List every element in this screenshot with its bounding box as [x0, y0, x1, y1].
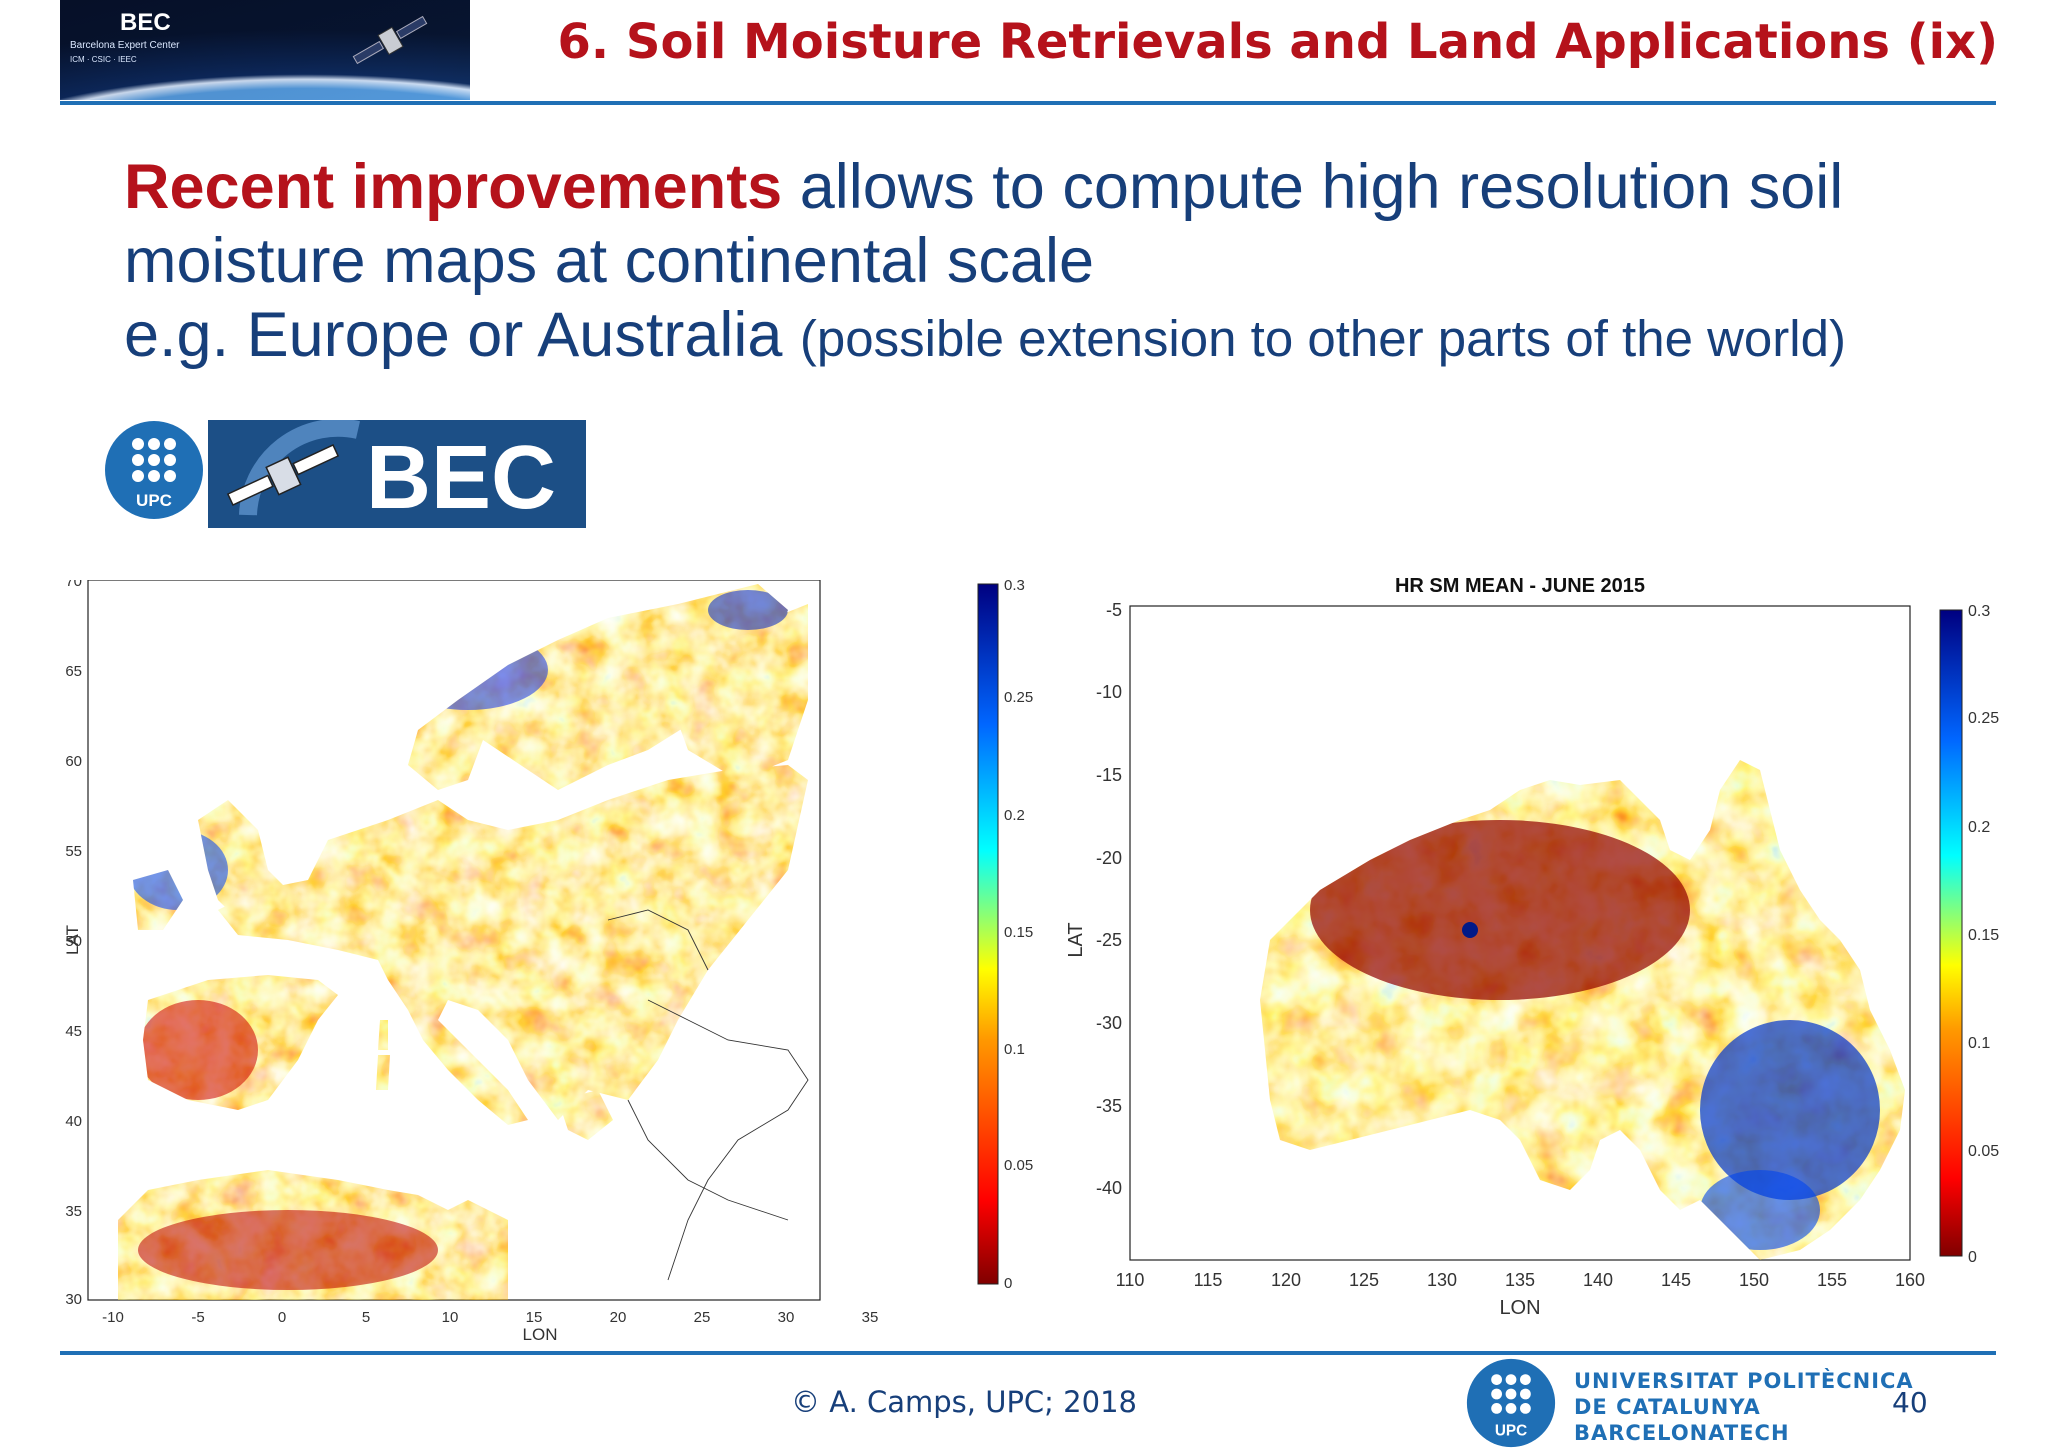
- europe-cbar-tick: 0: [1004, 1275, 1012, 1292]
- upc-logo-text: UPC: [136, 491, 172, 510]
- slide-title: 6. Soil Moisture Retrievals and Land App…: [557, 14, 1998, 70]
- footer-copyright: © A. Camps, UPC; 2018: [791, 1385, 1137, 1419]
- europe-x-ticks: -10 -5 0 5 10 15 20 25 30 35: [102, 1309, 878, 1326]
- europe-ytick: 30: [65, 1291, 82, 1308]
- europe-ylabel: LAT: [63, 925, 82, 955]
- footer-uni-line-1: UNIVERSITAT POLITÈCNICA: [1574, 1369, 1914, 1393]
- europe-ytick: 40: [65, 1113, 82, 1130]
- headline-emphasis: Recent improvements: [124, 152, 783, 222]
- europe-xtick: 20: [610, 1309, 627, 1326]
- australia-soil-moisture-map: HR SM MEAN - JUNE 2015 -5 -10 -15 -20 -2…: [1065, 575, 1999, 1319]
- australia-ytick: -30: [1096, 1013, 1122, 1033]
- australia-ytick: -40: [1096, 1178, 1122, 1198]
- europe-cbar-tick: 0.1: [1004, 1041, 1025, 1058]
- australia-xlabel: LON: [1499, 1297, 1540, 1319]
- header-banner: BEC Barcelona Expert Center ICM · CSIC ·…: [60, 0, 470, 100]
- europe-colorbar-ticks: 0.3 0.25 0.2 0.15 0.1 0.05 0: [1004, 580, 1033, 1292]
- europe-cbar-tick: 0.3: [1004, 580, 1025, 594]
- footer-upc-logo: UPC: [1466, 1358, 1556, 1448]
- europe-cbar-tick: 0.05: [1004, 1157, 1033, 1174]
- europe-xtick: 15: [526, 1309, 543, 1326]
- europe-ytick: 60: [65, 753, 82, 770]
- australia-cbar-tick: 0: [1968, 1249, 1977, 1266]
- australia-cbar-tick: 0.05: [1968, 1143, 1999, 1160]
- headline-line-2: moisture maps at continental scale: [124, 226, 1094, 296]
- headline-line-3-main: e.g. Europe or Australia: [124, 300, 800, 370]
- australia-ytick: -5: [1106, 600, 1122, 620]
- europe-xtick: 10: [442, 1309, 459, 1326]
- europe-xtick: -5: [191, 1309, 204, 1326]
- australia-ytick: -35: [1096, 1096, 1122, 1116]
- headline-line-1: Recent improvements allows to compute hi…: [124, 150, 1984, 224]
- australia-x-ticks: 110 115 120 125 130 135 140 145 150 155 …: [1116, 1270, 1925, 1290]
- upc-logo: UPC: [105, 421, 203, 519]
- europe-cbar-tick: 0.25: [1004, 689, 1033, 706]
- europe-ytick: 50: [65, 933, 82, 950]
- australia-cbar-tick: 0.2: [1968, 819, 1990, 836]
- headline-line-3-small: (possible extension to other parts of th…: [799, 310, 1846, 367]
- australia-xtick: 130: [1427, 1270, 1457, 1290]
- bec-logo: BEC: [208, 420, 586, 528]
- satellite-icon: [352, 15, 428, 65]
- australia-ytick: -20: [1096, 848, 1122, 868]
- europe-xlabel: LON: [523, 1325, 558, 1340]
- europe-xtick: 5: [362, 1309, 370, 1326]
- europe-ytick: 35: [65, 1203, 82, 1220]
- australia-xtick: 140: [1583, 1270, 1613, 1290]
- europe-ytick: 70: [65, 580, 82, 590]
- banner-subtitle: Barcelona Expert Center: [70, 40, 180, 51]
- australia-colorbar-ticks: 0.3 0.25 0.2 0.15 0.1 0.05 0: [1968, 603, 1999, 1266]
- australia-ytick: -10: [1096, 682, 1122, 702]
- australia-xtick: 120: [1271, 1270, 1301, 1290]
- europe-colorbar: [977, 583, 999, 1285]
- bec-satellite-icon: [226, 444, 340, 506]
- australia-xtick: 145: [1661, 1270, 1691, 1290]
- footer-upc-logo-text: UPC: [1495, 1422, 1527, 1439]
- australia-xtick: 115: [1194, 1270, 1223, 1290]
- europe-xtick: 35: [862, 1309, 879, 1326]
- footer-uni-line-2: DE CATALUNYA: [1574, 1395, 1761, 1419]
- europe-xtick: 25: [694, 1309, 711, 1326]
- australia-xtick: 155: [1817, 1270, 1847, 1290]
- europe-y-ticks: 70 65 60 55 50 45 40 35 30: [65, 580, 82, 1308]
- europe-ytick: 55: [65, 843, 82, 860]
- footer-uni-line-3: BARCELONATECH: [1574, 1421, 1790, 1445]
- australia-ytick: -15: [1096, 765, 1122, 785]
- europe-xtick: 0: [278, 1309, 286, 1326]
- europe-cbar-tick: 0.15: [1004, 924, 1033, 941]
- top-divider: [60, 101, 1996, 105]
- bottom-divider: [60, 1351, 1996, 1355]
- australia-cbar-tick: 0.15: [1968, 927, 1999, 944]
- australia-xtick: 110: [1116, 1270, 1145, 1290]
- europe-ytick: 45: [65, 1023, 82, 1040]
- europe-cbar-tick: 0.2: [1004, 807, 1025, 824]
- australia-xtick: 135: [1505, 1270, 1535, 1290]
- page-number: 40: [1892, 1386, 1928, 1419]
- australia-cbar-tick: 0.25: [1968, 710, 1999, 727]
- banner-partners: ICM · CSIC · IEEC: [70, 55, 137, 64]
- australia-ytick: -25: [1096, 930, 1122, 950]
- headline-line-1-text: allows to compute high resolution soil: [782, 152, 1844, 222]
- bec-logo-text: BEC: [366, 428, 556, 528]
- headline: Recent improvements allows to compute hi…: [124, 150, 1984, 376]
- australia-cbar-tick: 0.3: [1968, 603, 1990, 620]
- australia-xtick: 150: [1739, 1270, 1769, 1290]
- europe-ytick: 65: [65, 663, 82, 680]
- europe-xtick: -10: [102, 1309, 124, 1326]
- australia-cbar-tick: 0.1: [1968, 1035, 1990, 1052]
- australia-ylabel: LAT: [1065, 922, 1087, 957]
- headline-line-3: e.g. Europe or Australia (possible exten…: [124, 298, 1984, 376]
- europe-soil-moisture-map: 70 65 60 55 50 45 40 35 30 -10 -5 0 5 10…: [63, 580, 1033, 1340]
- australia-xtick: 125: [1349, 1270, 1379, 1290]
- australia-colorbar: [1939, 609, 1963, 1257]
- australia-y-ticks: -5 -10 -15 -20 -25 -30 -35 -40: [1096, 600, 1122, 1198]
- europe-xtick: 30: [778, 1309, 795, 1326]
- banner-brand: BEC: [120, 9, 171, 36]
- australia-xtick: 160: [1895, 1270, 1925, 1290]
- australia-map-title: HR SM MEAN - JUNE 2015: [1395, 575, 1645, 597]
- footer-university-name: UNIVERSITAT POLITÈCNICA DE CATALUNYA BAR…: [1574, 1368, 1914, 1446]
